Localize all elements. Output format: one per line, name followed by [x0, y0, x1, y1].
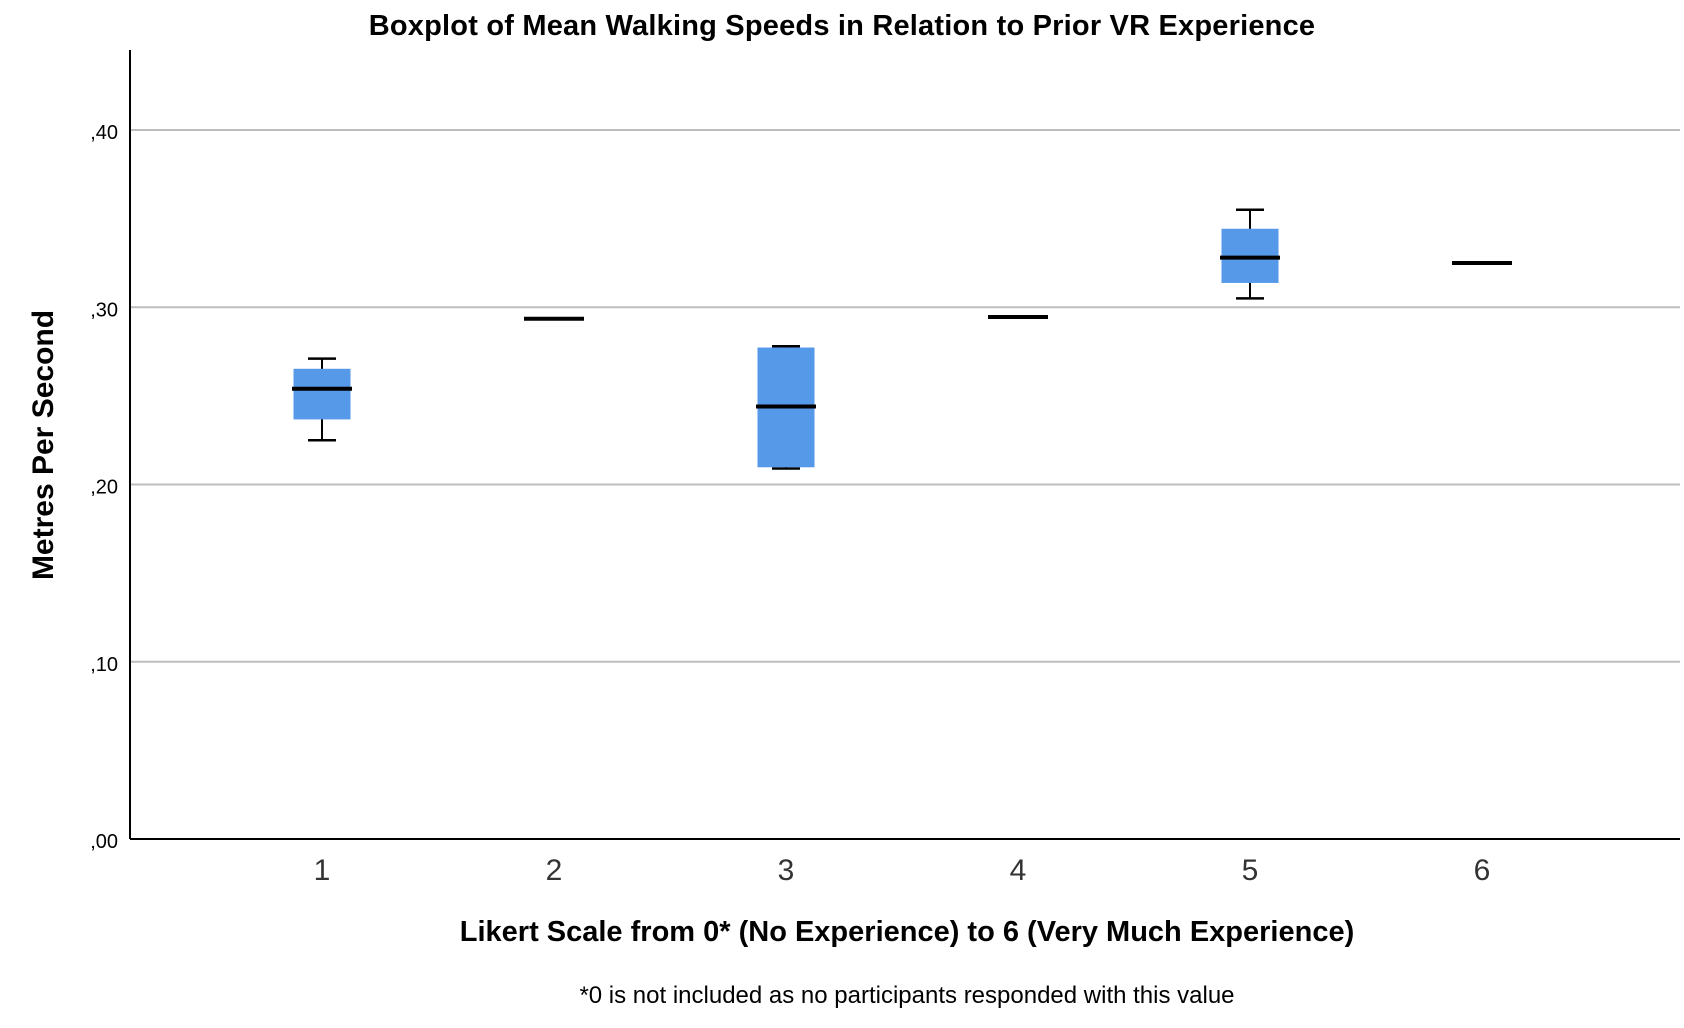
gridlines [130, 129, 1680, 663]
y-tick-label: ,20 [90, 477, 118, 499]
box-group-3 [756, 344, 816, 470]
x-tick-labels: 1 2 3 4 5 6 [314, 854, 1491, 887]
x-tick-label: 2 [546, 854, 563, 887]
boxes [292, 208, 1512, 470]
x-tick-label: 1 [314, 854, 331, 887]
x-tick-label: 4 [1010, 854, 1027, 887]
axes [129, 50, 1680, 840]
y-tick-label: ,40 [90, 122, 118, 144]
chart-title: Boxplot of Mean Walking Speeds in Relati… [368, 10, 1316, 42]
y-tick-labels: ,00 ,10 ,20 ,30 ,40 [90, 122, 118, 853]
x-axis-title: Likert Scale from 0* (No Experience) to … [459, 916, 1355, 948]
y-axis-title: Metres Per Second [27, 309, 60, 581]
y-tick-label: ,00 [90, 831, 118, 853]
y-tick-label: ,30 [90, 299, 118, 321]
x-tick-label: 5 [1242, 854, 1259, 887]
x-tick-label: 3 [778, 854, 795, 887]
chart-footnote: *0 is not included as no participants re… [579, 982, 1235, 1009]
box-group-1 [292, 357, 352, 442]
y-tick-label: ,10 [90, 654, 118, 676]
iqr-box [293, 368, 351, 420]
x-tick-label: 6 [1474, 854, 1491, 887]
box-group-5 [1220, 208, 1280, 300]
